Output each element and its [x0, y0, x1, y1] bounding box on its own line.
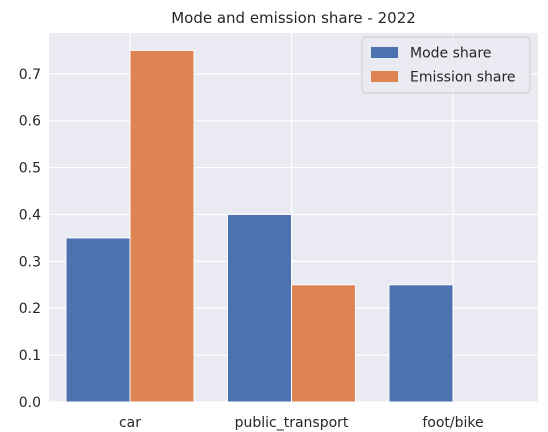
y-tick-label: 0.6: [19, 114, 41, 130]
x-tick-label: public_transport: [235, 415, 349, 431]
legend-box: [361, 36, 531, 94]
legend: Mode share Emission share: [361, 36, 531, 94]
bar-emission-share-car: [129, 49, 195, 403]
legend-swatch: [371, 47, 398, 58]
y-tick-label: 0.7: [19, 67, 41, 83]
y-axis-ticks: 0.0 0.1 0.2 0.3 0.4 0.5 0.6 0.7: [19, 67, 41, 411]
y-tick-label: 0.0: [19, 395, 41, 411]
y-tick-label: 0.1: [19, 348, 41, 364]
x-tick-label: car: [119, 415, 141, 431]
bar-mode-share-car: [65, 237, 131, 403]
bar-emission-share-public-transport: [291, 284, 356, 403]
y-tick-label: 0.3: [19, 254, 41, 270]
chart-title: Mode and emission share - 2022: [171, 9, 416, 27]
y-tick-label: 0.2: [19, 301, 41, 317]
bars: [65, 49, 454, 403]
x-axis-ticks: car public_transport foot/bike: [119, 415, 484, 431]
legend-label: Emission share: [410, 70, 516, 86]
y-tick-label: 0.5: [19, 161, 41, 177]
bar-mode-share-foot-bike: [388, 284, 454, 403]
x-tick-label: foot/bike: [422, 415, 483, 431]
bar-mode-share-public-transport: [227, 213, 292, 403]
legend-label: Mode share: [410, 46, 491, 62]
legend-swatch: [371, 71, 398, 82]
y-tick-label: 0.4: [19, 207, 41, 223]
